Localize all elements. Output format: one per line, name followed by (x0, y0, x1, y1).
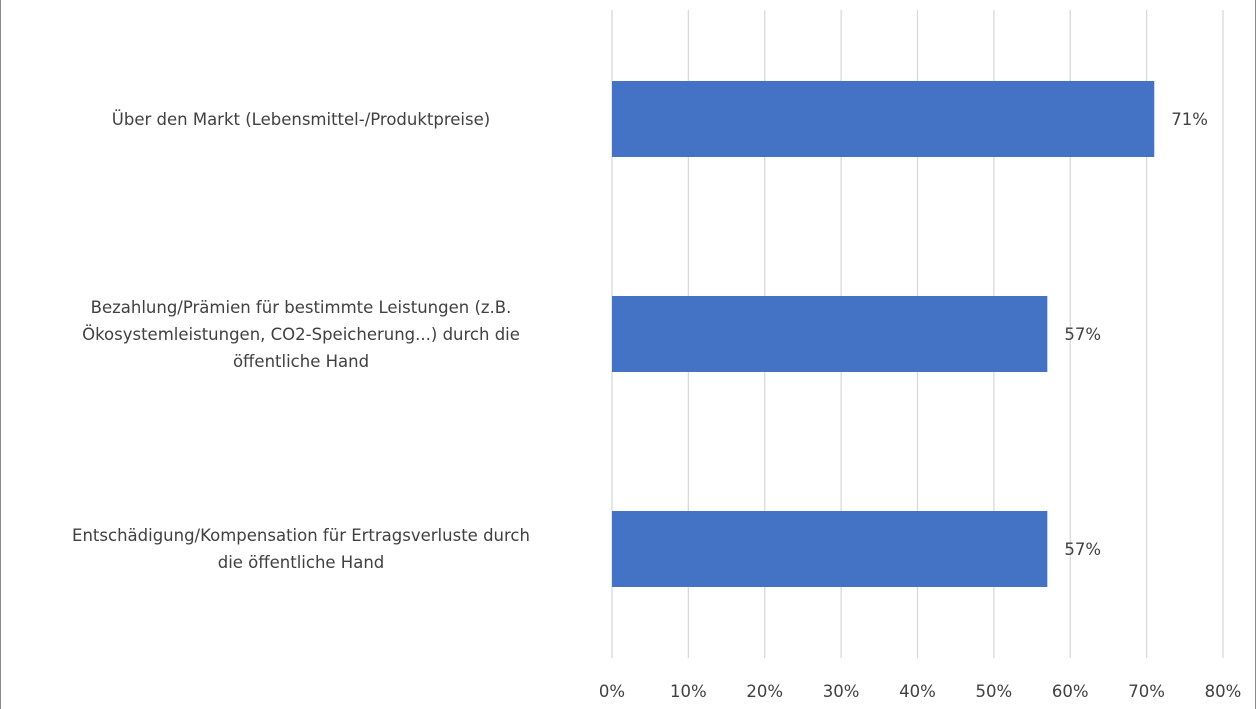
bar (612, 511, 1048, 587)
x-tick-label: 40% (899, 682, 936, 701)
data-label: 57% (1064, 325, 1101, 344)
x-tick-label: 80% (1205, 682, 1242, 701)
category-label-line: öffentliche Hand (232, 351, 370, 371)
category-label-line: Bezahlung/Prämien für bestimmte Leistung… (90, 297, 512, 317)
category-label-line: Ökosystemleistungen, CO2-Speicherung...)… (82, 324, 520, 344)
bar (612, 296, 1048, 372)
x-tick-label: 10% (670, 682, 707, 701)
x-tick-label: 20% (746, 682, 783, 701)
category-label: Entschädigung/Kompensation für Ertragsve… (1, 522, 601, 576)
category-label-line: die öffentliche Hand (217, 553, 385, 572)
category-label: Bezahlung/Prämien für bestimmte Leistung… (1, 294, 601, 375)
data-label: 71% (1171, 110, 1208, 129)
x-tick-label: 60% (1052, 682, 1089, 701)
data-label: 57% (1064, 540, 1101, 559)
bar (612, 81, 1155, 157)
category-label-line: Entschädigung/Kompensation für Ertragsve… (72, 526, 530, 545)
category-label-line: Über den Markt (Lebensmittel-/Produktpre… (111, 109, 491, 129)
x-tick-label: 0% (599, 682, 625, 701)
x-tick-label: 30% (823, 682, 860, 701)
x-tick-label: 50% (976, 682, 1013, 701)
category-label: Über den Markt (Lebensmittel-/Produktpre… (1, 106, 601, 133)
x-tick-label: 70% (1128, 682, 1165, 701)
